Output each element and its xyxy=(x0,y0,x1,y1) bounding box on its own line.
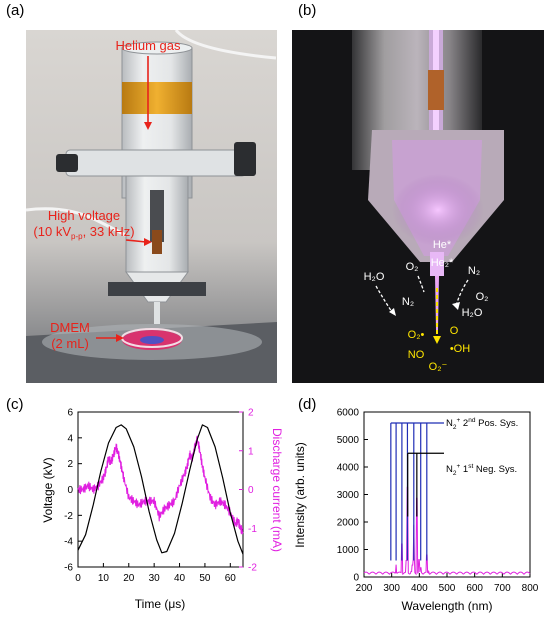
y-tick-label-d: 3000 xyxy=(337,490,360,501)
panel-label-a: (a) xyxy=(6,2,25,19)
arrowhead-dmem xyxy=(116,334,124,342)
y-axis-title-left-c: Voltage (kV) xyxy=(41,457,55,522)
radical-o2-dot: O₂• xyxy=(408,329,425,341)
x-tick-label-d: 400 xyxy=(411,583,428,594)
x-tick-label-c: 0 xyxy=(75,573,81,584)
y-tick-label-right-c: -1 xyxy=(248,524,257,535)
annotation-helium-gas: Helium gas xyxy=(115,38,181,53)
y-tick-label-left-c: -4 xyxy=(64,537,73,548)
y-tick-label-left-c: 4 xyxy=(67,433,73,444)
x-tick-label-d: 700 xyxy=(494,583,511,594)
y-tick-label-right-c: 1 xyxy=(248,446,254,457)
y-tick-label-d: 6000 xyxy=(337,408,360,419)
species-he2-star: He₂* xyxy=(431,257,454,269)
panel-label-c: (c) xyxy=(6,396,24,413)
x-tick-label-d: 200 xyxy=(356,583,373,594)
panel-label-d: (d) xyxy=(298,396,317,413)
x-tick-label-c: 60 xyxy=(225,573,237,584)
x-tick-label-c: 40 xyxy=(174,573,186,584)
species-n2-right: N₂ xyxy=(468,265,480,277)
y-tick-label-left-c: 0 xyxy=(67,485,73,496)
x-tick-label-d: 600 xyxy=(466,583,483,594)
series-emission-spectrum xyxy=(363,486,531,576)
radical-no: NO xyxy=(408,349,425,361)
photo-plasma-jet: He* He₂* O₂ H₂O N₂ N₂ O₂ H₂O O₂• O NO •O… xyxy=(292,30,544,383)
chart-c-svg: 0 10 20 30 40 50 60 -6 -4 -2 0 2 4 6 -2 -1 0 1 2 Time (μs)… xyxy=(41,408,284,612)
y-tick-label-d: 4000 xyxy=(337,463,360,474)
y-tick-label-right-c: -2 xyxy=(248,563,257,574)
y-tick-label-d: 2000 xyxy=(337,518,360,529)
y-tick-label-right-c: 2 xyxy=(248,408,254,419)
legend-n2-first-neg: N2+ 1st Neg. Sys. xyxy=(446,463,517,477)
plot-area-d xyxy=(363,411,531,578)
chart-d-svg: 200 300 400 500 600 700 800 0 1000 2000 3000 4000 50… xyxy=(293,408,539,614)
legend-n2-second-pos: N2+ 2nd Pos. Sys. xyxy=(446,417,518,431)
annotation-high-voltage-line2: (10 kVp-p, 33 kHz) xyxy=(33,224,134,241)
x-tick-label-d: 300 xyxy=(383,583,400,594)
x-tick-label-d: 800 xyxy=(522,583,539,594)
radical-o: O xyxy=(450,325,459,337)
species-he-star: He* xyxy=(433,239,452,251)
y-tick-label-d: 1000 xyxy=(337,545,360,556)
y-tick-label-left-c: -2 xyxy=(64,511,73,522)
arrowhead-helium xyxy=(144,122,152,130)
y-axis-title-right-c: Discharge current (mA) xyxy=(270,428,284,552)
y-tick-label-d: 5000 xyxy=(337,435,360,446)
species-n2-left: N₂ xyxy=(402,296,414,308)
species-o2-right: O₂ xyxy=(476,291,489,303)
chart-emission-spectrum: 200 300 400 500 600 700 800 0 1000 2000 3000 4000 50… xyxy=(290,400,548,616)
species-h2o-right: H₂O xyxy=(462,307,483,319)
y-tick-label-left-c: 6 xyxy=(67,408,73,419)
x-axis-title-c: Time (μs) xyxy=(135,597,185,611)
radical-oh: •OH xyxy=(450,343,470,355)
arrow-high-voltage xyxy=(125,239,147,243)
y-tick-label-left-c: -6 xyxy=(64,563,73,574)
x-tick-label-c: 20 xyxy=(123,573,135,584)
x-tick-label-d: 500 xyxy=(439,583,456,594)
radical-o2-minus: O₂⁻ xyxy=(429,361,448,373)
species-o2-top: O₂ xyxy=(406,261,419,273)
y-axis-title-d: Intensity (arb. units) xyxy=(293,442,307,547)
x-tick-label-c: 30 xyxy=(149,573,161,584)
arrow-o2-top xyxy=(417,275,425,293)
annotation-dmem-line2: (2 mL) xyxy=(51,336,89,351)
series-voltage xyxy=(77,424,244,555)
arrow-h2o-left xyxy=(375,285,393,313)
y-tick-label-left-c: 2 xyxy=(67,459,73,470)
x-tick-label-c: 10 xyxy=(98,573,110,584)
species-h2o-left: H₂O xyxy=(364,271,385,283)
series-discharge-current xyxy=(77,435,244,535)
y-tick-label-right-c: 0 xyxy=(248,485,254,496)
annotation-high-voltage-line1: High voltage xyxy=(48,208,120,223)
panel-label-b: (b) xyxy=(298,2,317,19)
arrowhead-high-voltage xyxy=(144,238,152,246)
plot-area-c xyxy=(77,411,244,568)
annotation-dmem-line1: DMEM xyxy=(50,320,90,335)
plasma-jet-illustration: He* He₂* O₂ H₂O N₂ N₂ O₂ H₂O O₂• O NO •O… xyxy=(292,30,544,383)
apparatus-illustration: Helium gas High voltage (10 kVp-p, 33 kH… xyxy=(26,30,277,383)
x-tick-label-c: 50 xyxy=(199,573,211,584)
photo-apparatus: Helium gas High voltage (10 kVp-p, 33 kH… xyxy=(26,30,277,383)
x-axis-title-d: Wavelength (nm) xyxy=(402,599,493,613)
y-tick-label-d: 0 xyxy=(353,573,359,584)
chart-voltage-current: 0 10 20 30 40 50 60 -6 -4 -2 0 2 4 6 -2 -1 0 1 2 Time (μs)… xyxy=(0,400,284,616)
